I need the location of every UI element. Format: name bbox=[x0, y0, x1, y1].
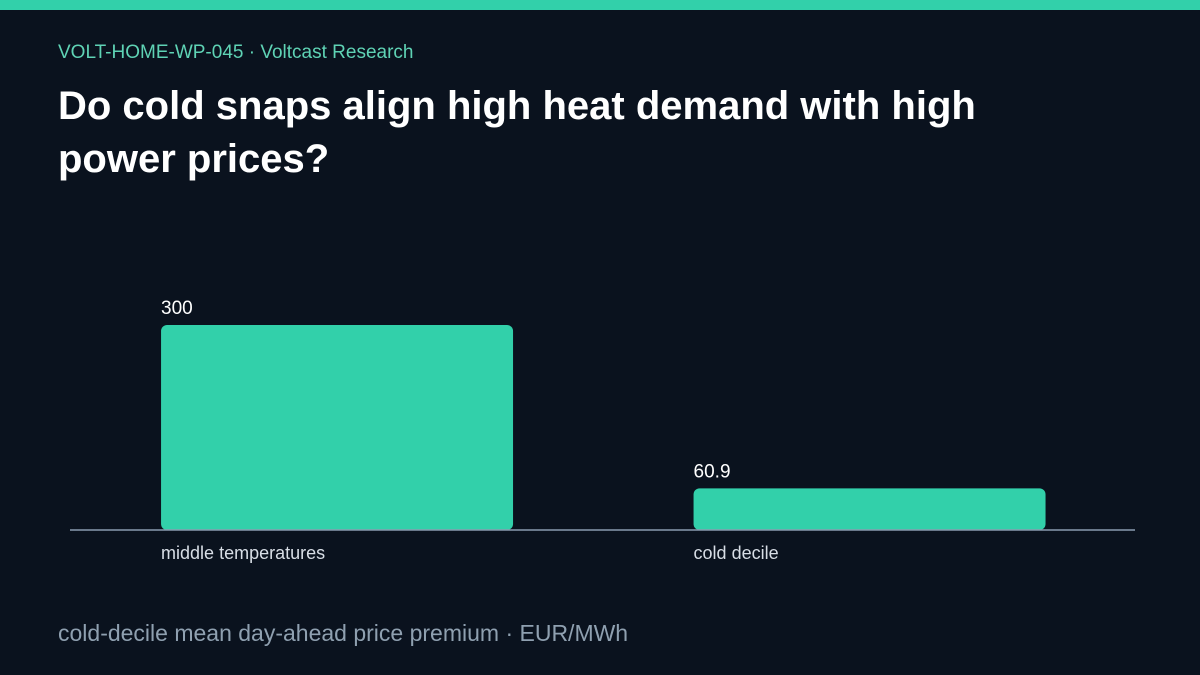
accent-bar bbox=[0, 0, 1200, 10]
x-tick-label: middle temperatures bbox=[161, 543, 325, 563]
bar bbox=[161, 325, 514, 530]
chart-title: Do cold snaps align high heat demand wit… bbox=[58, 84, 976, 181]
chart-subtitle: VOLT-HOME-WP-045 · Voltcast Research bbox=[58, 42, 414, 63]
x-tick-label: cold decile bbox=[694, 543, 779, 563]
bar bbox=[693, 488, 1046, 530]
chart-footnote: cold-decile mean day-ahead price premium… bbox=[58, 620, 629, 646]
value-label: 300 bbox=[161, 298, 193, 319]
value-label: 60.9 bbox=[694, 461, 731, 482]
chart: 300 middle temperatures 60.9 cold decile bbox=[70, 298, 1135, 563]
